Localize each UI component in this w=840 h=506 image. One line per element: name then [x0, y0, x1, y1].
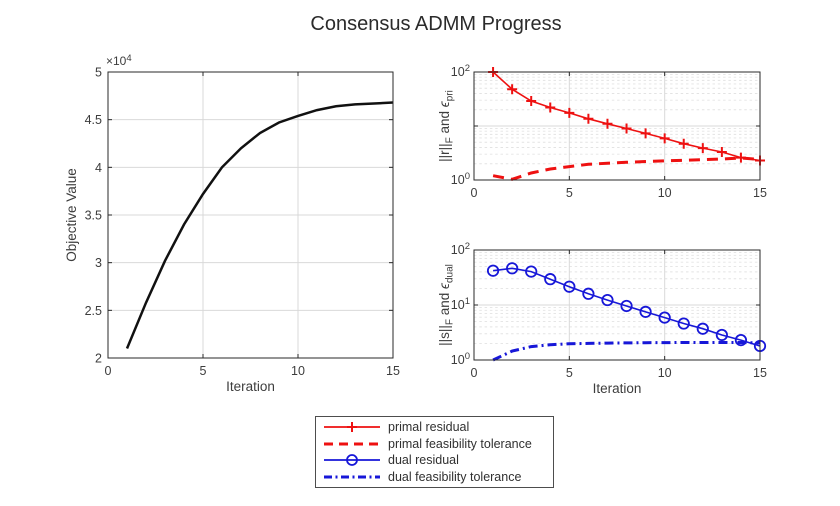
tick-marks — [107, 71, 394, 359]
plus-marker — [602, 118, 613, 129]
svg-text:10: 10 — [291, 364, 305, 378]
y-axis-label: ||s||F and ϵdual — [437, 264, 456, 346]
dual-residual-line-sample — [324, 454, 380, 467]
legend-item-primal-tolerance: primal feasibility tolerance — [316, 436, 553, 452]
circle-marker — [563, 280, 576, 293]
svg-text:0: 0 — [471, 366, 478, 380]
y-axis-label: Objective Value — [64, 168, 79, 262]
tick-marks — [473, 249, 761, 361]
primal-residual-line — [488, 67, 765, 166]
legend-label: primal residual — [388, 420, 470, 435]
dual-residual-plot: 0 5 10 15 102 101 100 Iteration ||s||F and ϵdual — [437, 241, 767, 396]
circle-marker — [582, 287, 595, 300]
y-axis-label: ||r||F and ϵpri — [437, 90, 456, 162]
legend-label: dual feasibility tolerance — [388, 469, 522, 484]
svg-text:10: 10 — [658, 366, 672, 380]
objective-plot: 0 5 10 15 2 2.5 3 3.5 4 4.5 5 ×104 Iteration Objectiv… — [64, 53, 400, 394]
legend: primal residual primal feasibility toler… — [315, 416, 554, 488]
legend-item-primal-residual: primal residual — [316, 419, 553, 435]
plus-marker — [697, 143, 708, 154]
plus-marker — [526, 96, 537, 107]
objective-line — [125, 101, 394, 349]
svg-text:5: 5 — [566, 186, 573, 200]
plus-marker — [716, 147, 727, 157]
dual-tolerance-line-sample — [324, 475, 380, 479]
svg-text:15: 15 — [386, 364, 400, 378]
svg-text:5: 5 — [566, 366, 573, 380]
circle-marker — [658, 311, 671, 324]
svg-text:5: 5 — [95, 66, 102, 80]
svg-text:4.5: 4.5 — [85, 113, 102, 127]
primal-tolerance-line-sample — [324, 442, 380, 446]
plus-marker — [659, 133, 670, 144]
primal-residual-plot: 0 5 10 15 102 100 ||r||F and ϵpri — [437, 63, 767, 200]
plus-marker — [678, 138, 689, 149]
circle-marker — [486, 264, 500, 277]
legend-label: dual residual — [388, 453, 459, 468]
svg-text:3: 3 — [95, 256, 102, 270]
figure-title: Consensus ADMM Progress — [310, 13, 562, 35]
svg-text:100: 100 — [451, 171, 470, 187]
dual-tolerance-line — [492, 341, 761, 362]
plus-marker — [640, 128, 651, 139]
svg-text:102: 102 — [451, 241, 470, 257]
plus-marker — [545, 102, 556, 113]
svg-text:0: 0 — [105, 364, 112, 378]
legend-item-dual-tolerance: dual feasibility tolerance — [316, 469, 553, 485]
svg-text:10: 10 — [658, 186, 672, 200]
axis-exponent: ×104 — [106, 53, 132, 68]
circle-marker — [715, 328, 728, 342]
svg-text:102: 102 — [451, 63, 470, 79]
circle-marker — [525, 265, 538, 278]
svg-text:2.5: 2.5 — [85, 304, 102, 318]
svg-text:4: 4 — [95, 161, 102, 175]
svg-text:2: 2 — [95, 352, 102, 366]
svg-text:5: 5 — [200, 364, 207, 378]
svg-text:15: 15 — [753, 366, 767, 380]
legend-label: primal feasibility tolerance — [388, 436, 532, 451]
svg-text:0: 0 — [471, 186, 478, 200]
circle-marker — [620, 299, 633, 313]
plus-marker — [507, 84, 518, 95]
tick-marks — [473, 71, 761, 181]
dual-residual-line — [486, 262, 767, 353]
circle-marker — [506, 262, 519, 275]
svg-text:3.5: 3.5 — [85, 209, 102, 223]
circle-marker — [677, 317, 690, 330]
primal-tolerance-line — [492, 156, 761, 181]
major-gridlines — [108, 72, 393, 358]
primal-residual-line-sample — [324, 422, 380, 433]
circle-marker — [639, 305, 652, 318]
tick-labels: 0 5 10 15 2 2.5 3 3.5 4 4.5 5 — [85, 66, 400, 379]
plus-marker — [564, 107, 575, 118]
tick-labels: 0 5 10 15 102 101 100 — [451, 241, 767, 380]
plus-marker — [621, 123, 632, 134]
svg-text:101: 101 — [451, 296, 470, 312]
tick-labels: 0 5 10 15 102 100 — [451, 63, 767, 200]
circle-marker — [601, 293, 614, 307]
legend-item-dual-residual: dual residual — [316, 452, 553, 468]
svg-text:15: 15 — [753, 186, 767, 200]
circle-marker — [696, 322, 709, 335]
plus-marker — [583, 113, 594, 124]
x-axis-label: Iteration — [593, 381, 642, 396]
circle-marker — [734, 334, 748, 347]
svg-text:100: 100 — [451, 351, 470, 367]
circle-marker — [544, 273, 557, 286]
x-axis-label: Iteration — [226, 379, 275, 394]
